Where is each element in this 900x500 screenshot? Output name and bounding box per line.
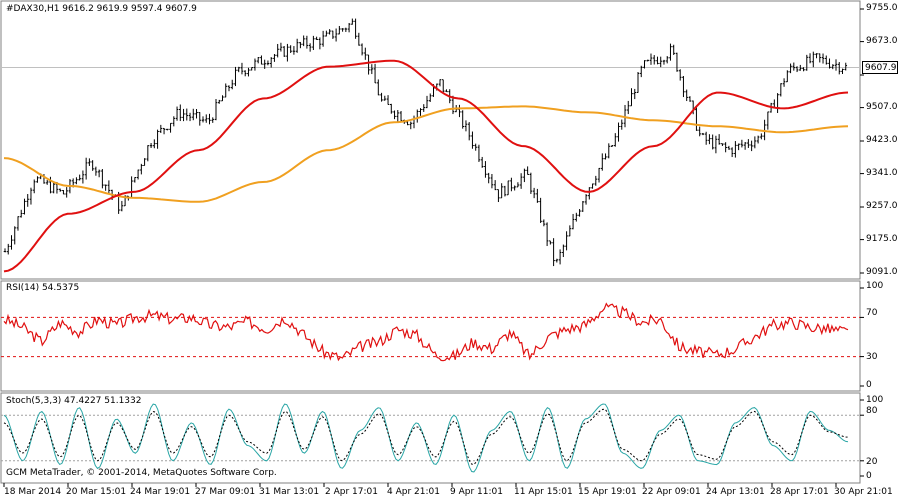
- stoch-panel-frame: [0, 392, 861, 484]
- ma-slow-line: [3, 105, 849, 203]
- watermark: GCM MetaTrader, © 2001-2014, MetaQuotes …: [6, 468, 277, 478]
- price-tick: 9423.0: [866, 135, 898, 145]
- rsi-panel[interactable]: [1, 302, 860, 362]
- time-tick: 9 Apr 11:01: [450, 487, 503, 497]
- time-tick: 18 Mar 2014: [4, 487, 62, 497]
- stoch-tick: 100: [866, 395, 884, 405]
- time-tick: 22 Apr 09:01: [642, 487, 701, 497]
- main-panel-frame: [0, 0, 861, 280]
- time-tick: 31 Mar 13:01: [259, 487, 320, 497]
- chart-title: #DAX30,H1 9616.2 9619.9 9597.4 9607.9: [6, 4, 197, 14]
- axes: [3, 8, 864, 487]
- price-tick: 9091.0: [866, 267, 898, 277]
- time-tick: 24 Mar 19:01: [130, 487, 191, 497]
- price-tick: 9257.0: [866, 201, 898, 211]
- time-tick: 20 Mar 15:01: [66, 487, 127, 497]
- ma-fast-line: [3, 59, 849, 273]
- time-tick: 28 Apr 17:01: [770, 487, 829, 497]
- time-tick: 15 Apr 19:01: [578, 487, 637, 497]
- time-tick: 27 Mar 09:01: [195, 487, 256, 497]
- time-tick: 2 Apr 17:01: [325, 487, 378, 497]
- time-tick: 11 Apr 15:01: [514, 487, 573, 497]
- price-tick: 9341.0: [866, 168, 898, 178]
- stoch-main-line: [3, 403, 849, 473]
- price-tick: 9507.0: [866, 102, 898, 112]
- price-tick: 9175.0: [866, 234, 898, 244]
- time-tick: 4 Apr 21:01: [387, 487, 440, 497]
- stoch-tick: 0: [866, 471, 872, 481]
- current-price-tag: 9607.9: [862, 61, 898, 74]
- stoch-title: Stoch(5,3,3) 47.4227 51.1332: [6, 396, 142, 406]
- price-tick: 9673.0: [866, 36, 898, 46]
- price-panel[interactable]: [1, 18, 860, 273]
- stoch-panel[interactable]: [1, 403, 860, 473]
- time-tick: 24 Apr 13:01: [706, 487, 765, 497]
- price-tick: 9755.0: [866, 3, 898, 13]
- rsi-line: [3, 302, 849, 362]
- stoch-tick: 80: [866, 406, 878, 416]
- rsi-title: RSI(14) 54.5375: [6, 283, 80, 293]
- rsi-tick: 0: [866, 380, 872, 390]
- rsi-tick: 70: [866, 308, 878, 318]
- rsi-tick: 100: [866, 281, 884, 291]
- time-tick: 30 Apr 21:01: [834, 487, 893, 497]
- stoch-tick: 20: [866, 457, 878, 467]
- rsi-tick: 30: [866, 352, 878, 362]
- rsi-panel-frame: [0, 280, 861, 392]
